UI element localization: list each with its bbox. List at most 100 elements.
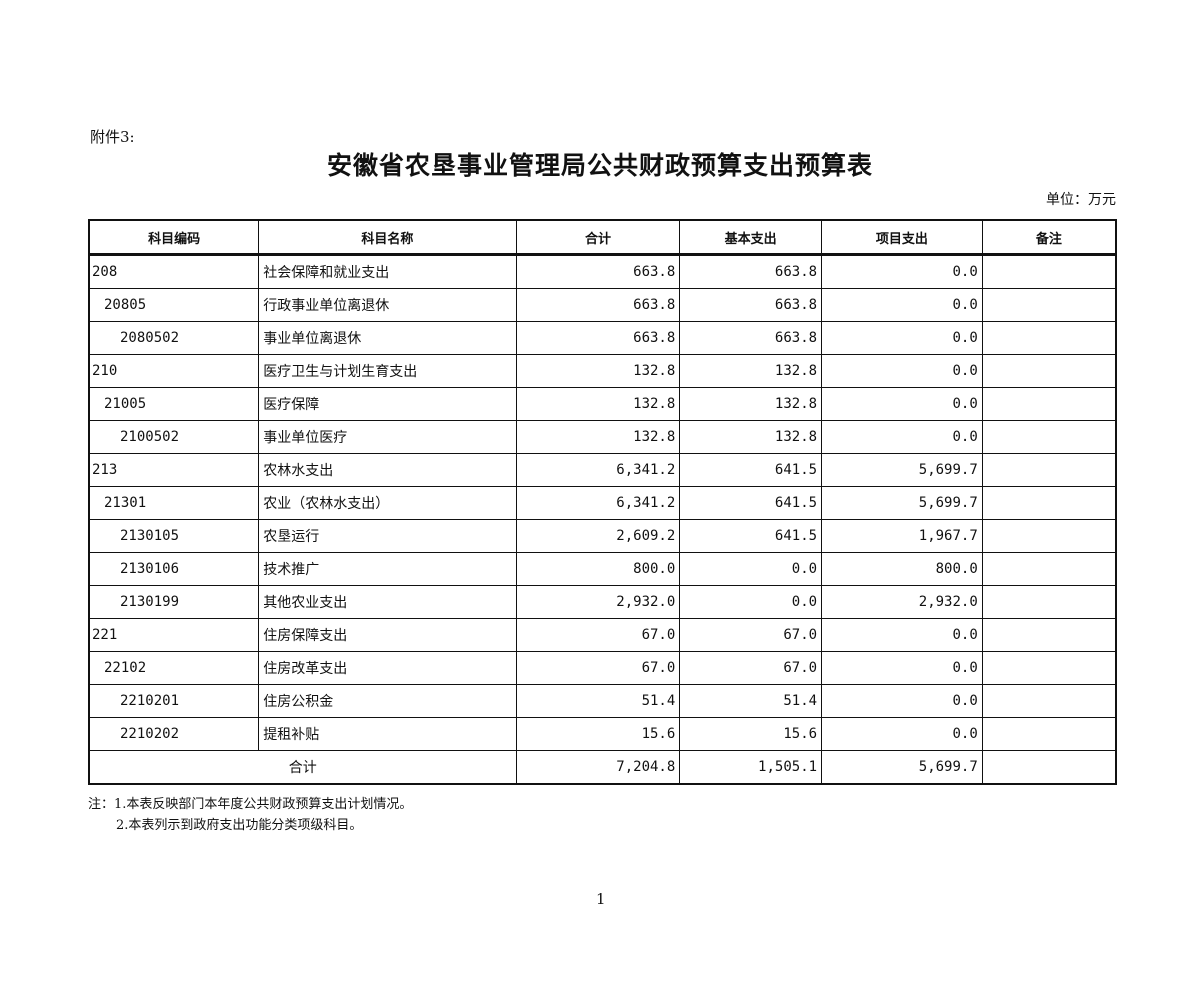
row-note [981, 254, 1117, 289]
header-name: 科目名称 [258, 219, 517, 256]
table-row: 221 住房保障支出 67.0 67.0 0.0 [88, 618, 1117, 652]
row-basic: 663.8 [679, 288, 823, 322]
row-code: 2210202 [88, 717, 260, 751]
note-1: 注：1.本表反映部门本年度公共财政预算支出计划情况。 [88, 797, 413, 812]
row-note [981, 321, 1117, 355]
total-total: 7,204.8 [515, 750, 681, 785]
header-project: 项目支出 [821, 219, 983, 256]
row-note [981, 486, 1117, 520]
row-project: 0.0 [821, 618, 983, 652]
row-note [981, 651, 1117, 685]
row-basic: 641.5 [679, 453, 823, 487]
row-code: 22102 [88, 651, 260, 685]
header-note: 备注 [981, 219, 1117, 256]
row-project: 800.0 [821, 552, 983, 586]
row-name: 事业单位医疗 [258, 420, 517, 454]
table-row: 22102 住房改革支出 67.0 67.0 0.0 [88, 651, 1117, 685]
row-code: 213 [88, 453, 260, 487]
row-total: 132.8 [515, 387, 681, 421]
table-row: 2210201 住房公积金 51.4 51.4 0.0 [88, 684, 1117, 718]
row-basic: 132.8 [679, 387, 823, 421]
row-note [981, 387, 1117, 421]
row-code: 21301 [88, 486, 260, 520]
row-project: 0.0 [821, 254, 983, 289]
table-row: 213 农林水支出 6,341.2 641.5 5,699.7 [88, 453, 1117, 487]
row-basic: 0.0 [679, 552, 823, 586]
row-basic: 67.0 [679, 651, 823, 685]
row-project: 0.0 [821, 288, 983, 322]
row-name: 事业单位离退休 [258, 321, 517, 355]
table-row: 210 医疗卫生与计划生育支出 132.8 132.8 0.0 [88, 354, 1117, 388]
attachment-label: 附件3: [90, 128, 135, 146]
table-row: 2130105 农垦运行 2,609.2 641.5 1,967.7 [88, 519, 1117, 553]
row-total: 2,609.2 [515, 519, 681, 553]
row-total: 51.4 [515, 684, 681, 718]
row-basic: 663.8 [679, 321, 823, 355]
row-project: 0.0 [821, 387, 983, 421]
total-note [981, 750, 1117, 785]
row-note [981, 420, 1117, 454]
row-code: 2130105 [88, 519, 260, 553]
row-project: 1,967.7 [821, 519, 983, 553]
row-basic: 132.8 [679, 420, 823, 454]
header-total: 合计 [515, 219, 681, 256]
table-row: 208 社会保障和就业支出 663.8 663.8 0.0 [88, 254, 1117, 289]
page-number: 1 [596, 890, 606, 908]
page-title: 安徽省农垦事业管理局公共财政预算支出预算表 [326, 151, 873, 180]
notes: 注：1.本表反映部门本年度公共财政预算支出计划情况。 2.本表列示到政府支出功能… [88, 794, 412, 836]
row-project: 0.0 [821, 354, 983, 388]
row-code: 2100502 [88, 420, 260, 454]
row-note [981, 288, 1117, 322]
table-row: 21301 农业（农林水支出） 6,341.2 641.5 5,699.7 [88, 486, 1117, 520]
row-basic: 132.8 [679, 354, 823, 388]
row-total: 663.8 [515, 254, 681, 289]
row-code: 21005 [88, 387, 260, 421]
row-basic: 15.6 [679, 717, 823, 751]
row-name: 农业（农林水支出） [258, 486, 517, 520]
note-2: 2.本表列示到政府支出功能分类项级科目。 [116, 818, 363, 833]
row-note [981, 585, 1117, 619]
row-code: 2130106 [88, 552, 260, 586]
row-project: 5,699.7 [821, 453, 983, 487]
total-row: 合计 7,204.8 1,505.1 5,699.7 [88, 750, 1117, 785]
row-total: 663.8 [515, 288, 681, 322]
row-note [981, 519, 1117, 553]
row-code: 210 [88, 354, 260, 388]
row-name: 提租补贴 [258, 717, 517, 751]
budget-table: 科目编码 科目名称 合计 基本支出 项目支出 备注 208 社会保障和就业支出 66… [88, 219, 1117, 785]
row-project: 0.0 [821, 684, 983, 718]
row-basic: 641.5 [679, 519, 823, 553]
row-note [981, 552, 1117, 586]
row-note [981, 453, 1117, 487]
row-name: 农林水支出 [258, 453, 517, 487]
table-row: 2210202 提租补贴 15.6 15.6 0.0 [88, 717, 1117, 751]
row-note [981, 717, 1117, 751]
table-header-row: 科目编码 科目名称 合计 基本支出 项目支出 备注 [88, 219, 1117, 256]
table-row: 2130106 技术推广 800.0 0.0 800.0 [88, 552, 1117, 586]
row-code: 208 [88, 254, 260, 289]
row-code: 221 [88, 618, 260, 652]
row-name: 住房改革支出 [258, 651, 517, 685]
row-project: 5,699.7 [821, 486, 983, 520]
row-project: 0.0 [821, 420, 983, 454]
row-total: 67.0 [515, 618, 681, 652]
row-basic: 0.0 [679, 585, 823, 619]
row-total: 2,932.0 [515, 585, 681, 619]
row-total: 663.8 [515, 321, 681, 355]
row-basic: 641.5 [679, 486, 823, 520]
row-note [981, 684, 1117, 718]
row-total: 15.6 [515, 717, 681, 751]
total-basic: 1,505.1 [679, 750, 823, 785]
total-label: 合计 [88, 750, 517, 785]
header-basic: 基本支出 [679, 219, 823, 256]
table-row: 2130199 其他农业支出 2,932.0 0.0 2,932.0 [88, 585, 1117, 619]
row-total: 132.8 [515, 420, 681, 454]
row-name: 技术推广 [258, 552, 517, 586]
row-note [981, 354, 1117, 388]
table-row: 2080502 事业单位离退休 663.8 663.8 0.0 [88, 321, 1117, 355]
row-code: 2080502 [88, 321, 260, 355]
row-name: 住房保障支出 [258, 618, 517, 652]
row-total: 6,341.2 [515, 486, 681, 520]
row-project: 0.0 [821, 651, 983, 685]
row-name: 医疗卫生与计划生育支出 [258, 354, 517, 388]
